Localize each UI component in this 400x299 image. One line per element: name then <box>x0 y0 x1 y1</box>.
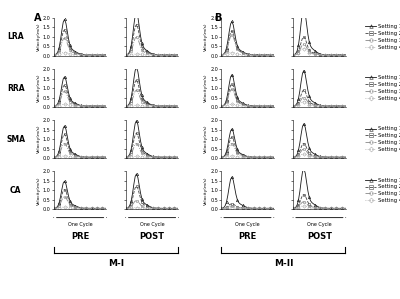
Text: One Cycle: One Cycle <box>235 222 260 227</box>
Legend: Setting 1, Setting 2, Setting 3, Setting 4: Setting 1, Setting 2, Setting 3, Setting… <box>365 75 400 101</box>
Y-axis label: Velocity(m/s): Velocity(m/s) <box>204 23 208 51</box>
Y-axis label: Velocity(m/s): Velocity(m/s) <box>204 125 208 153</box>
Text: LRA: LRA <box>8 32 24 41</box>
Y-axis label: Velocity(m/s): Velocity(m/s) <box>37 74 41 102</box>
Text: SMA: SMA <box>6 135 25 144</box>
Text: M-I: M-I <box>108 259 124 268</box>
Y-axis label: Velocity(m/s): Velocity(m/s) <box>37 23 41 51</box>
Text: RRA: RRA <box>7 83 24 93</box>
Text: POST: POST <box>307 232 332 241</box>
Legend: Setting 1, Setting 2, Setting 3, Setting 4: Setting 1, Setting 2, Setting 3, Setting… <box>365 126 400 152</box>
Text: A: A <box>34 13 42 23</box>
Y-axis label: Velocity(m/s): Velocity(m/s) <box>204 74 208 102</box>
Legend: Setting 1, Setting 2, Setting 3, Setting 4: Setting 1, Setting 2, Setting 3, Setting… <box>365 178 400 203</box>
Text: M-II: M-II <box>274 259 293 268</box>
Text: PRE: PRE <box>238 232 256 241</box>
Text: CA: CA <box>10 186 22 195</box>
Y-axis label: Velocity(m/s): Velocity(m/s) <box>37 176 41 205</box>
Text: PRE: PRE <box>71 232 89 241</box>
Text: One Cycle: One Cycle <box>307 222 332 227</box>
Text: One Cycle: One Cycle <box>68 222 92 227</box>
Y-axis label: Velocity(m/s): Velocity(m/s) <box>204 176 208 205</box>
Y-axis label: Velocity(m/s): Velocity(m/s) <box>37 125 41 153</box>
Legend: Setting 1, Setting 2, Setting 3, Setting 4: Setting 1, Setting 2, Setting 3, Setting… <box>365 24 400 50</box>
Text: B: B <box>214 13 221 23</box>
Text: One Cycle: One Cycle <box>140 222 164 227</box>
Text: POST: POST <box>140 232 164 241</box>
